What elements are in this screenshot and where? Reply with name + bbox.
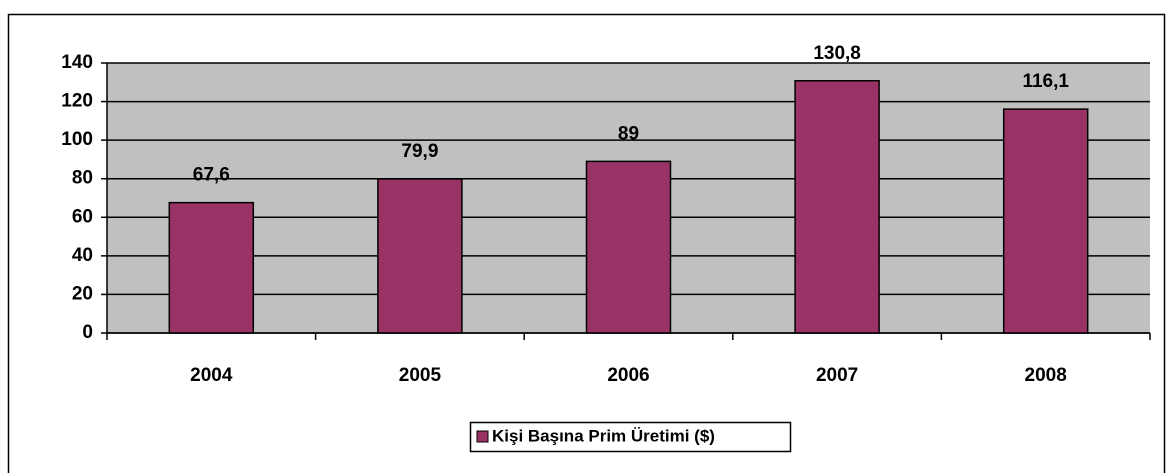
- x-tick-label: 2006: [607, 365, 649, 386]
- y-tick-label: 20: [72, 283, 93, 304]
- x-tick-label: 2005: [399, 365, 442, 386]
- data-label: 130,8: [813, 43, 861, 64]
- bar: [585, 160, 672, 334]
- bar: [794, 79, 880, 334]
- y-tick-label: 40: [72, 245, 93, 266]
- y-tick-label: 100: [61, 129, 93, 150]
- y-tick-label: 140: [61, 52, 93, 73]
- bar: [1002, 108, 1089, 334]
- y-tick-label: 120: [61, 91, 93, 112]
- data-label: 89: [618, 123, 639, 144]
- data-label: 79,9: [401, 141, 438, 162]
- y-tick-label: 60: [72, 206, 93, 227]
- data-label: 67,6: [193, 165, 230, 186]
- data-label: 116,1: [1022, 71, 1069, 92]
- x-tick-label: 2007: [816, 365, 858, 386]
- legend-swatch: [476, 430, 489, 443]
- legend-label: Kişi Başına Prim Üretimi ($): [492, 426, 715, 445]
- y-tick-label: 0: [82, 322, 93, 343]
- legend-box: [469, 421, 792, 453]
- bar: [377, 178, 463, 334]
- x-tick-label: 2004: [190, 365, 233, 386]
- bar: [168, 201, 255, 334]
- y-tick-label: 80: [72, 168, 93, 189]
- x-tick-label: 2008: [1025, 365, 1067, 386]
